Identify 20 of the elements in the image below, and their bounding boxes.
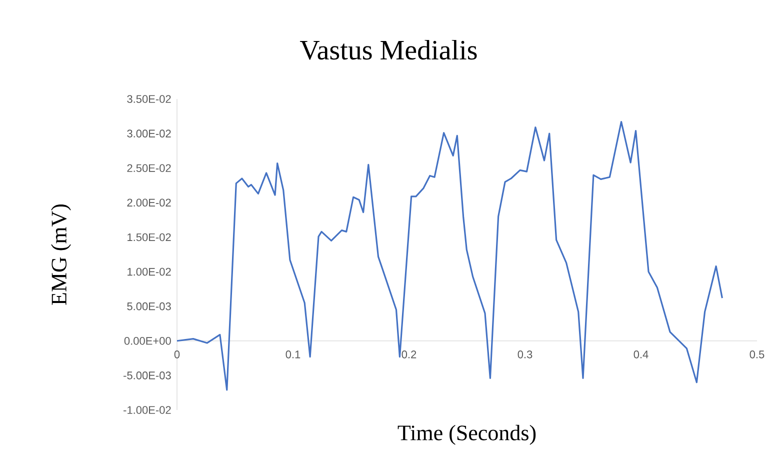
y-tick-label: 3.00E-02	[127, 130, 171, 138]
chart-title: Vastus Medialis	[300, 40, 477, 60]
x-tick-label: 0.2	[402, 350, 416, 358]
x-tick-label: 0.5	[750, 350, 764, 358]
y-tick-label: 2.50E-02	[127, 164, 171, 172]
y-tick-label: 2.00E-02	[127, 198, 171, 207]
x-tick-label: 0	[174, 350, 180, 358]
y-tick-label: 1.00E-02	[128, 268, 171, 276]
y-axis-title: EMG (mV)	[51, 204, 71, 305]
x-tick-label: 0.4	[634, 350, 648, 358]
x-tick-label: 0.3	[518, 350, 532, 358]
y-tick-label: -5.00E-03	[124, 372, 171, 380]
x-tick-label: 0.1	[286, 350, 300, 358]
y-tick-label: 3.50E-02	[127, 95, 171, 103]
x-axis-title: Time (Seconds)	[398, 424, 536, 445]
y-tick-label: 0.00E+00	[124, 336, 171, 345]
y-tick-label: -1.00E-02	[124, 406, 171, 414]
y-tick-label: 5.00E-03	[127, 302, 171, 310]
y-tick-label: 1.50E-02	[128, 233, 171, 242]
line-series	[176, 121, 724, 391]
